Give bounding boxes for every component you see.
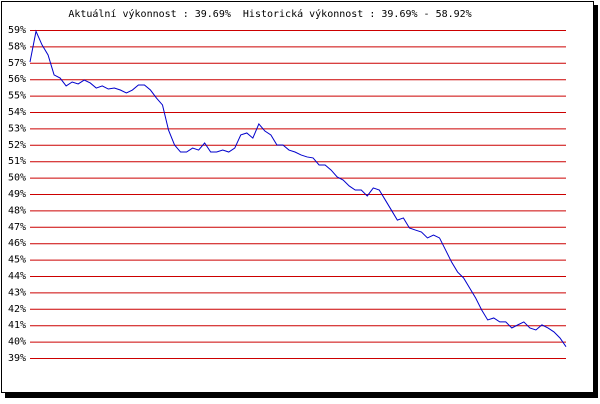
y-tick-label: 50%: [8, 173, 26, 184]
frame: [1, 1, 594, 393]
y-tick-label: 42%: [8, 304, 26, 315]
y-tick-label: 39%: [8, 353, 26, 364]
y-tick-label: 40%: [8, 337, 26, 348]
y-tick-label: 49%: [8, 189, 26, 200]
y-tick-label: 56%: [8, 74, 26, 85]
y-tick-label: 47%: [8, 222, 26, 233]
y-tick-label: 46%: [8, 238, 26, 249]
y-tick-label: 41%: [8, 320, 26, 331]
y-tick-label: 48%: [8, 205, 26, 216]
y-tick-label: 55%: [8, 91, 26, 102]
y-tick-label: 51%: [8, 156, 26, 167]
y-tick-label: 59%: [8, 25, 26, 36]
y-tick-label: 53%: [8, 123, 26, 134]
y-tick-label: 45%: [8, 255, 26, 266]
y-tick-label: 52%: [8, 140, 26, 151]
chart-title: Aktuální výkonnost : 39.69% Historická v…: [68, 8, 471, 20]
y-tick-label: 54%: [8, 107, 26, 118]
y-tick-label: 57%: [8, 58, 26, 69]
y-tick-label: 43%: [8, 287, 26, 298]
y-tick-label: 44%: [8, 271, 26, 282]
y-tick-label: 58%: [8, 41, 26, 52]
line: [29, 29, 567, 347]
